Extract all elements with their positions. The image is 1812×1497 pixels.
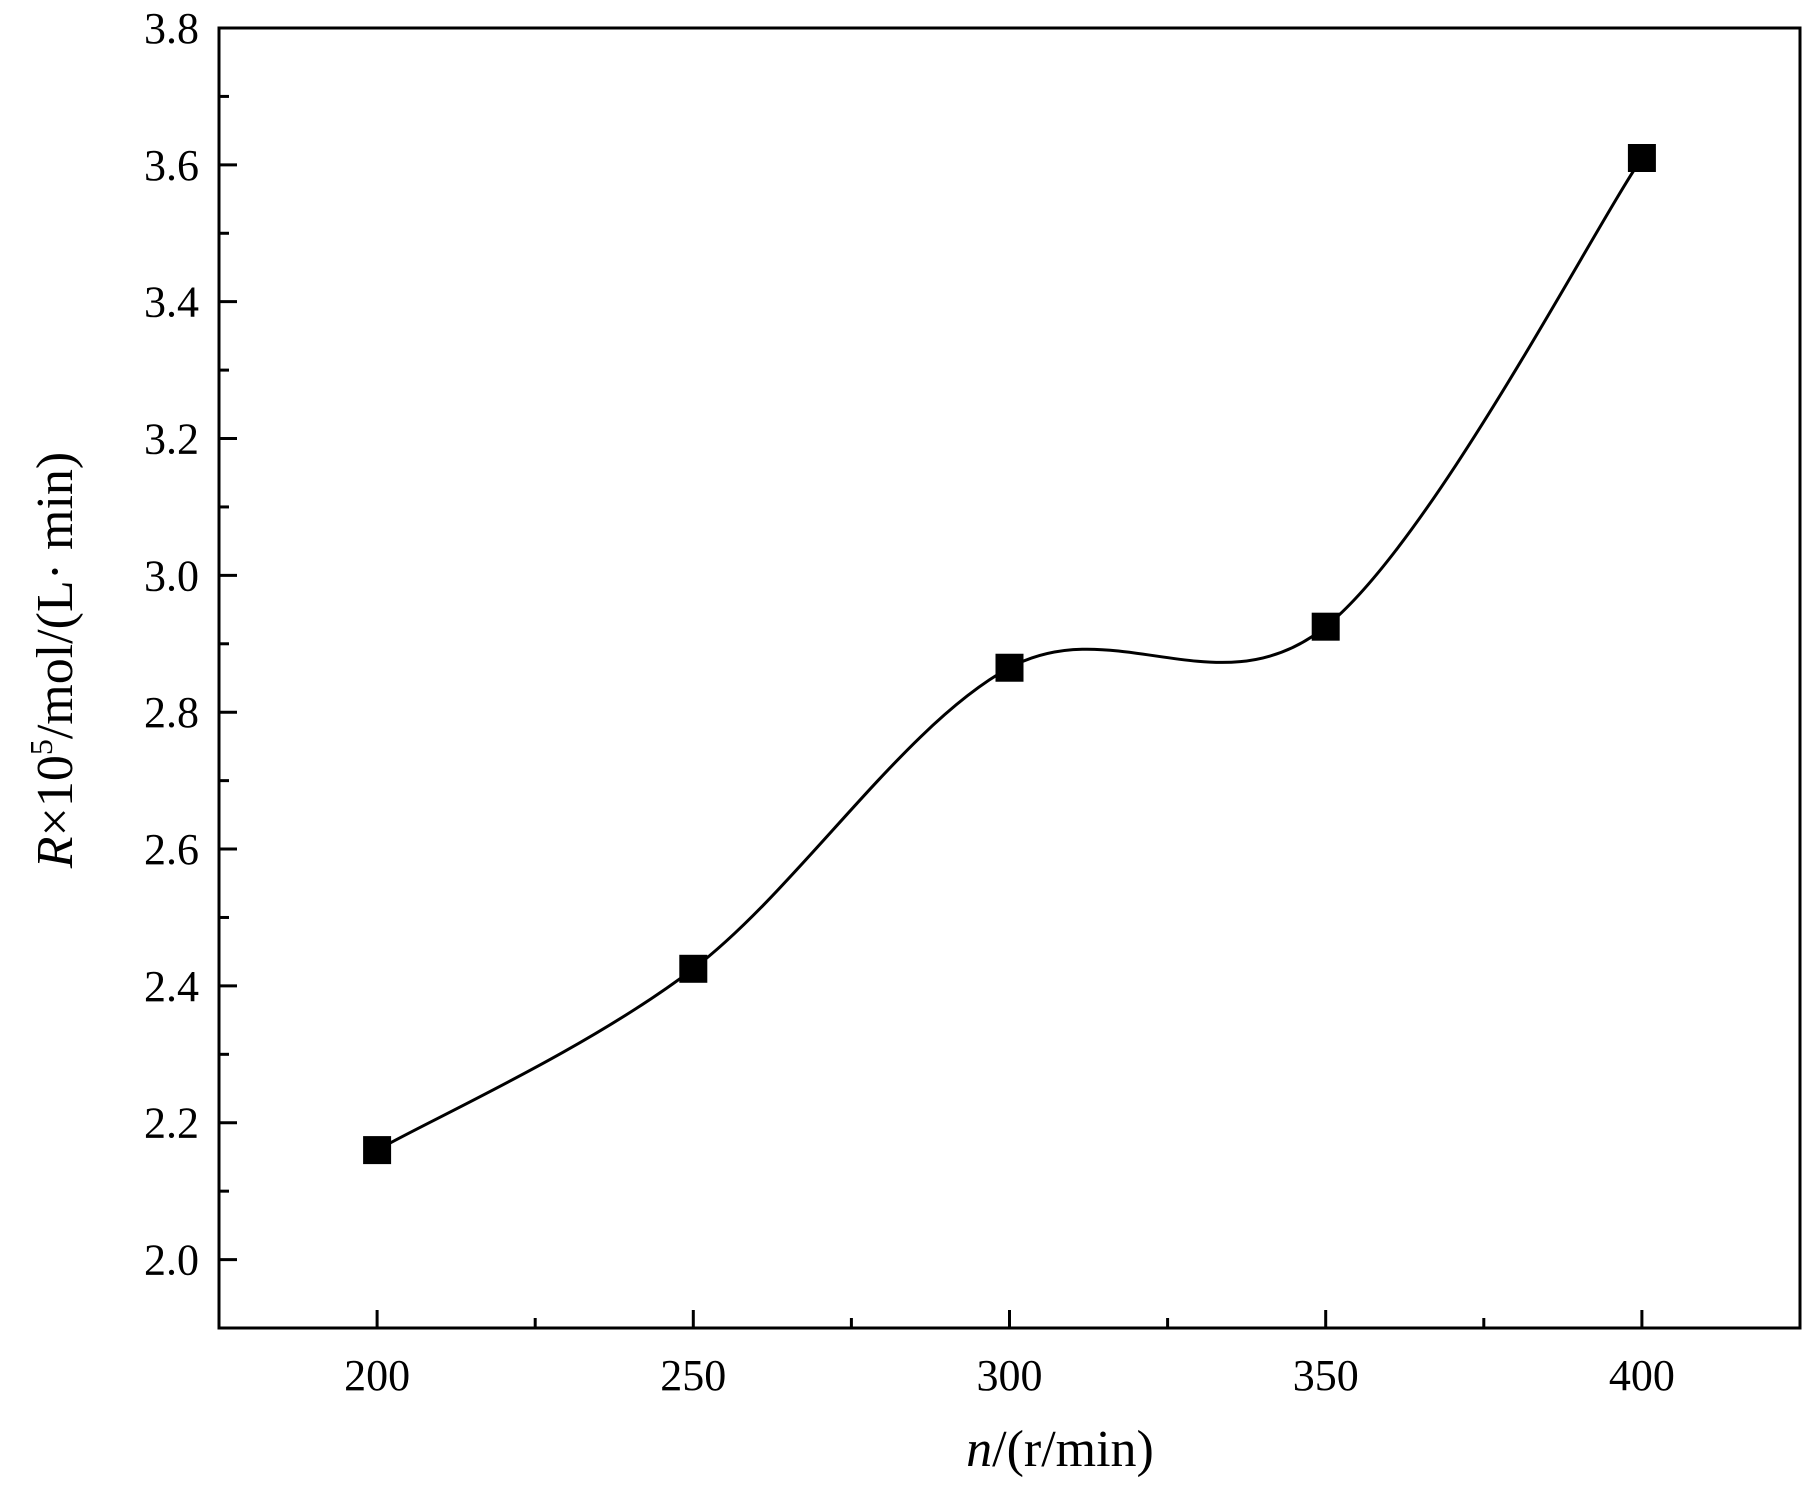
- y-tick-label: 2.2: [144, 1099, 199, 1148]
- y-axis-title-times: ×: [27, 807, 84, 836]
- data-point-marker: [995, 653, 1024, 682]
- y-tick-label: 3.0: [144, 551, 199, 600]
- y-tick-label: 3.8: [144, 4, 199, 53]
- x-axis-tick-labels: 200 250 300 350 400: [344, 1351, 1675, 1400]
- x-axis-title: n/(r/min): [966, 1421, 1154, 1478]
- y-axis-title-mantissa: 10: [27, 755, 84, 807]
- x-axis-title-variable: n: [966, 1421, 992, 1478]
- y-axis-title-variable: R: [27, 836, 84, 869]
- y-tick-label: 2.0: [144, 1236, 199, 1285]
- y-tick-label: 3.2: [144, 415, 199, 464]
- y-axis-title-exponent: 5: [23, 739, 59, 755]
- y-tick-label: 3.4: [144, 278, 199, 327]
- y-axis-ticks: [219, 26, 237, 1330]
- y-tick-label: 3.6: [144, 141, 199, 190]
- y-axis-title-unit: /mol/(L· min): [27, 452, 84, 739]
- x-tick-label: 200: [344, 1351, 410, 1400]
- y-tick-label: 2.6: [144, 825, 199, 874]
- series-layer: [363, 144, 1656, 1165]
- x-axis-title-unit: /(r/min): [992, 1421, 1154, 1478]
- data-point-marker: [1311, 612, 1340, 641]
- data-point-marker: [363, 1136, 392, 1165]
- x-tick-label: 300: [977, 1351, 1043, 1400]
- x-tick-label: 350: [1293, 1351, 1359, 1400]
- y-tick-label: 2.8: [144, 688, 199, 737]
- y-axis-title: R×105/mol/(L· min): [23, 452, 84, 870]
- data-point-marker: [679, 954, 708, 983]
- y-tick-label: 2.4: [144, 962, 199, 1011]
- x-tick-label: 400: [1609, 1351, 1675, 1400]
- data-point-marker: [1627, 144, 1656, 172]
- y-axis-tick-labels: 2.0 2.2 2.4 2.6 2.8 3.0 3.2 3.4 3.6 3.8: [144, 4, 199, 1285]
- x-axis-ticks: [217, 1310, 1802, 1328]
- x-tick-label: 250: [660, 1351, 726, 1400]
